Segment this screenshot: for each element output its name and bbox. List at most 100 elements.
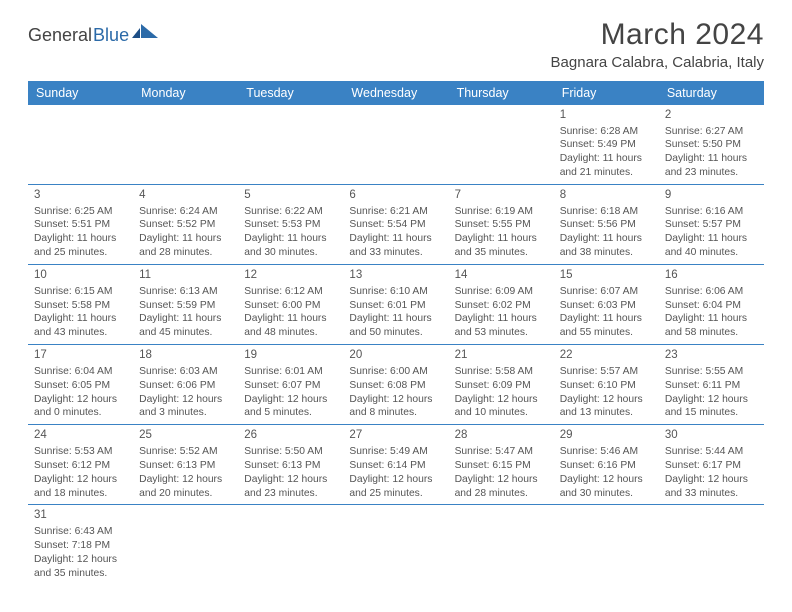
day-detail: Sunrise: 5:44 AM xyxy=(665,445,758,459)
day-detail: Sunset: 7:18 PM xyxy=(34,539,127,553)
day-number: 6 xyxy=(349,188,442,204)
day-detail: Daylight: 12 hours xyxy=(34,553,127,567)
calendar-cell: 24Sunrise: 5:53 AMSunset: 6:12 PMDayligh… xyxy=(28,425,133,504)
day-detail: and 13 minutes. xyxy=(560,406,653,420)
day-detail: Sunrise: 5:47 AM xyxy=(455,445,548,459)
day-detail: Daylight: 12 hours xyxy=(34,473,127,487)
calendar-week: 24Sunrise: 5:53 AMSunset: 6:12 PMDayligh… xyxy=(28,425,764,505)
day-detail: Daylight: 11 hours xyxy=(349,232,442,246)
day-header-row: Sunday Monday Tuesday Wednesday Thursday… xyxy=(28,81,764,105)
day-number: 1 xyxy=(560,108,653,124)
calendar-cell: 31Sunrise: 6:43 AMSunset: 7:18 PMDayligh… xyxy=(28,505,133,584)
day-detail: Sunrise: 5:57 AM xyxy=(560,365,653,379)
day-detail: Sunset: 6:00 PM xyxy=(244,299,337,313)
day-number: 13 xyxy=(349,268,442,284)
day-detail: Sunrise: 5:55 AM xyxy=(665,365,758,379)
day-number: 20 xyxy=(349,348,442,364)
day-detail: Daylight: 11 hours xyxy=(455,232,548,246)
day-number: 14 xyxy=(455,268,548,284)
day-number: 19 xyxy=(244,348,337,364)
calendar-week: 17Sunrise: 6:04 AMSunset: 6:05 PMDayligh… xyxy=(28,345,764,425)
calendar-cell: 11Sunrise: 6:13 AMSunset: 5:59 PMDayligh… xyxy=(133,265,238,344)
day-detail: and 18 minutes. xyxy=(34,487,127,501)
calendar-cell: 8Sunrise: 6:18 AMSunset: 5:56 PMDaylight… xyxy=(554,185,659,264)
day-detail: Sunrise: 6:16 AM xyxy=(665,205,758,219)
day-number: 23 xyxy=(665,348,758,364)
day-detail: Sunrise: 6:15 AM xyxy=(34,285,127,299)
calendar-cell: 18Sunrise: 6:03 AMSunset: 6:06 PMDayligh… xyxy=(133,345,238,424)
day-detail: Sunset: 5:56 PM xyxy=(560,218,653,232)
day-detail: Daylight: 11 hours xyxy=(139,312,232,326)
calendar-cell: 1Sunrise: 6:28 AMSunset: 5:49 PMDaylight… xyxy=(554,105,659,184)
day-detail: and 15 minutes. xyxy=(665,406,758,420)
calendar-cell: 25Sunrise: 5:52 AMSunset: 6:13 PMDayligh… xyxy=(133,425,238,504)
day-detail: and 50 minutes. xyxy=(349,326,442,340)
day-detail: Daylight: 11 hours xyxy=(139,232,232,246)
day-detail: Daylight: 11 hours xyxy=(560,232,653,246)
day-detail: Sunrise: 6:00 AM xyxy=(349,365,442,379)
day-detail: Sunrise: 6:21 AM xyxy=(349,205,442,219)
header: General Blue March 2024 Bagnara Calabra,… xyxy=(0,0,792,81)
calendar-cell: 13Sunrise: 6:10 AMSunset: 6:01 PMDayligh… xyxy=(343,265,448,344)
day-number: 2 xyxy=(665,108,758,124)
day-detail: Sunrise: 6:24 AM xyxy=(139,205,232,219)
day-number: 8 xyxy=(560,188,653,204)
calendar-cell: 4Sunrise: 6:24 AMSunset: 5:52 PMDaylight… xyxy=(133,185,238,264)
day-number: 5 xyxy=(244,188,337,204)
day-detail: Daylight: 12 hours xyxy=(665,393,758,407)
day-detail: and 21 minutes. xyxy=(560,166,653,180)
calendar-cell: 9Sunrise: 6:16 AMSunset: 5:57 PMDaylight… xyxy=(659,185,764,264)
day-detail: Daylight: 11 hours xyxy=(244,312,337,326)
calendar-cell xyxy=(28,105,133,184)
day-detail: Daylight: 12 hours xyxy=(139,393,232,407)
day-detail: Daylight: 12 hours xyxy=(455,473,548,487)
day-detail: Daylight: 11 hours xyxy=(34,232,127,246)
calendar-week: 10Sunrise: 6:15 AMSunset: 5:58 PMDayligh… xyxy=(28,265,764,345)
day-detail: and 3 minutes. xyxy=(139,406,232,420)
logo-text-blue: Blue xyxy=(93,25,129,46)
day-detail: and 23 minutes. xyxy=(665,166,758,180)
day-detail: Sunrise: 6:04 AM xyxy=(34,365,127,379)
day-detail: Sunset: 5:54 PM xyxy=(349,218,442,232)
calendar-cell: 14Sunrise: 6:09 AMSunset: 6:02 PMDayligh… xyxy=(449,265,554,344)
day-detail: and 43 minutes. xyxy=(34,326,127,340)
day-number: 18 xyxy=(139,348,232,364)
day-detail: Sunrise: 6:43 AM xyxy=(34,525,127,539)
day-detail: Daylight: 11 hours xyxy=(455,312,548,326)
day-detail: Daylight: 12 hours xyxy=(560,393,653,407)
calendar-week: 1Sunrise: 6:28 AMSunset: 5:49 PMDaylight… xyxy=(28,105,764,185)
day-detail: Daylight: 11 hours xyxy=(34,312,127,326)
day-detail: Sunrise: 6:22 AM xyxy=(244,205,337,219)
logo-text-general: General xyxy=(28,25,92,46)
day-detail: Daylight: 11 hours xyxy=(560,312,653,326)
day-detail: Daylight: 11 hours xyxy=(349,312,442,326)
location-text: Bagnara Calabra, Calabria, Italy xyxy=(551,54,764,71)
day-detail: Sunrise: 6:03 AM xyxy=(139,365,232,379)
day-detail: and 40 minutes. xyxy=(665,246,758,260)
flag-icon xyxy=(132,22,158,43)
day-detail: Sunset: 5:55 PM xyxy=(455,218,548,232)
day-detail: Sunset: 6:08 PM xyxy=(349,379,442,393)
day-detail: and 25 minutes. xyxy=(349,487,442,501)
day-number: 15 xyxy=(560,268,653,284)
calendar-cell xyxy=(238,505,343,584)
calendar-cell xyxy=(554,505,659,584)
day-detail: Daylight: 12 hours xyxy=(244,473,337,487)
day-detail: and 55 minutes. xyxy=(560,326,653,340)
day-detail: Sunset: 6:13 PM xyxy=(139,459,232,473)
day-detail: and 0 minutes. xyxy=(34,406,127,420)
day-detail: Sunset: 6:14 PM xyxy=(349,459,442,473)
day-detail: Sunrise: 5:49 AM xyxy=(349,445,442,459)
title-block: March 2024 Bagnara Calabra, Calabria, It… xyxy=(551,18,764,77)
calendar-cell: 19Sunrise: 6:01 AMSunset: 6:07 PMDayligh… xyxy=(238,345,343,424)
day-detail: Sunset: 5:59 PM xyxy=(139,299,232,313)
day-number: 10 xyxy=(34,268,127,284)
day-detail: and 58 minutes. xyxy=(665,326,758,340)
day-detail: Sunset: 5:49 PM xyxy=(560,138,653,152)
day-detail: Sunset: 6:12 PM xyxy=(34,459,127,473)
day-detail: and 10 minutes. xyxy=(455,406,548,420)
day-detail: and 8 minutes. xyxy=(349,406,442,420)
day-number: 21 xyxy=(455,348,548,364)
day-detail: and 33 minutes. xyxy=(665,487,758,501)
day-detail: Daylight: 11 hours xyxy=(244,232,337,246)
